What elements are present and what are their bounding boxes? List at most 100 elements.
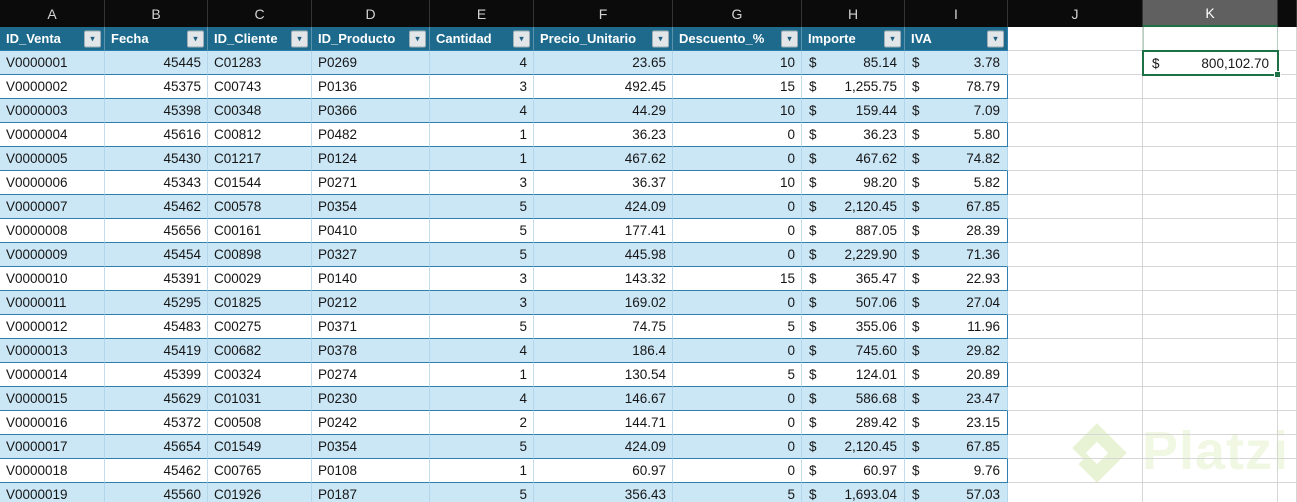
cell-G16[interactable]: 0 xyxy=(673,387,802,411)
empty-cell[interactable] xyxy=(1008,339,1143,363)
column-header-A[interactable]: A xyxy=(0,0,105,27)
cell-A16[interactable]: V0000015 xyxy=(0,387,105,411)
empty-cell[interactable] xyxy=(1143,27,1278,51)
cell-H12[interactable]: $507.06 xyxy=(802,291,905,315)
cell-F6[interactable]: 467.62 xyxy=(534,147,673,171)
cell-F16[interactable]: 146.67 xyxy=(534,387,673,411)
empty-cell[interactable] xyxy=(1278,75,1297,99)
filter-dropdown-icon[interactable]: ▾ xyxy=(84,30,101,47)
cell-H15[interactable]: $124.01 xyxy=(802,363,905,387)
cell-E15[interactable]: 1 xyxy=(430,363,534,387)
cell-B20[interactable]: 45560 xyxy=(105,483,208,502)
cell-D16[interactable]: P0230 xyxy=(312,387,430,411)
cell-A10[interactable]: V0000009 xyxy=(0,243,105,267)
header-cell-iva[interactable]: IVA ▾ xyxy=(905,27,1008,51)
empty-cell[interactable] xyxy=(1008,147,1143,171)
cell-H18[interactable]: $2,120.45 xyxy=(802,435,905,459)
cell-A4[interactable]: V0000003 xyxy=(0,99,105,123)
empty-cell[interactable] xyxy=(1278,339,1297,363)
cell-I8[interactable]: $67.85 xyxy=(905,195,1008,219)
cell-H7[interactable]: $98.20 xyxy=(802,171,905,195)
column-header-H[interactable]: H xyxy=(802,0,905,27)
cell-I2[interactable]: $3.78 xyxy=(905,51,1008,75)
cell-C17[interactable]: C00508 xyxy=(208,411,312,435)
header-cell-descuento_%[interactable]: Descuento_% ▾ xyxy=(673,27,802,51)
filter-dropdown-icon[interactable]: ▾ xyxy=(781,30,798,47)
cell-F17[interactable]: 144.71 xyxy=(534,411,673,435)
column-header-C[interactable]: C xyxy=(208,0,312,27)
cell-G13[interactable]: 5 xyxy=(673,315,802,339)
cell-I5[interactable]: $5.80 xyxy=(905,123,1008,147)
cell-D13[interactable]: P0371 xyxy=(312,315,430,339)
empty-cell[interactable] xyxy=(1008,99,1143,123)
cell-E10[interactable]: 5 xyxy=(430,243,534,267)
empty-cell[interactable] xyxy=(1278,171,1297,195)
cell-D10[interactable]: P0327 xyxy=(312,243,430,267)
cell-B7[interactable]: 45343 xyxy=(105,171,208,195)
cell-I11[interactable]: $22.93 xyxy=(905,267,1008,291)
cell-E20[interactable]: 5 xyxy=(430,483,534,502)
cell-I20[interactable]: $57.03 xyxy=(905,483,1008,502)
filter-dropdown-icon[interactable]: ▾ xyxy=(652,30,669,47)
cell-G9[interactable]: 0 xyxy=(673,219,802,243)
empty-cell[interactable] xyxy=(1008,171,1143,195)
empty-cell[interactable] xyxy=(1143,267,1278,291)
cell-B9[interactable]: 45656 xyxy=(105,219,208,243)
empty-cell[interactable] xyxy=(1278,27,1297,51)
empty-cell[interactable] xyxy=(1143,147,1278,171)
cell-I12[interactable]: $27.04 xyxy=(905,291,1008,315)
cell-H9[interactable]: $887.05 xyxy=(802,219,905,243)
cell-E11[interactable]: 3 xyxy=(430,267,534,291)
cell-H10[interactable]: $2,229.90 xyxy=(802,243,905,267)
cell-F5[interactable]: 36.23 xyxy=(534,123,673,147)
cell-A14[interactable]: V0000013 xyxy=(0,339,105,363)
cell-D11[interactable]: P0140 xyxy=(312,267,430,291)
cell-I14[interactable]: $29.82 xyxy=(905,339,1008,363)
cell-E9[interactable]: 5 xyxy=(430,219,534,243)
empty-cell[interactable] xyxy=(1143,291,1278,315)
cell-A5[interactable]: V0000004 xyxy=(0,123,105,147)
filter-dropdown-icon[interactable]: ▾ xyxy=(187,30,204,47)
cell-F8[interactable]: 424.09 xyxy=(534,195,673,219)
cell-A17[interactable]: V0000016 xyxy=(0,411,105,435)
cell-A15[interactable]: V0000014 xyxy=(0,363,105,387)
empty-cell[interactable] xyxy=(1143,99,1278,123)
cell-F20[interactable]: 356.43 xyxy=(534,483,673,502)
cell-C15[interactable]: C00324 xyxy=(208,363,312,387)
cell-H6[interactable]: $467.62 xyxy=(802,147,905,171)
column-header-J[interactable]: J xyxy=(1008,0,1143,27)
header-cell-id_cliente[interactable]: ID_Cliente ▾ xyxy=(208,27,312,51)
cell-F4[interactable]: 44.29 xyxy=(534,99,673,123)
header-cell-cantidad[interactable]: Cantidad ▾ xyxy=(430,27,534,51)
empty-cell[interactable] xyxy=(1278,195,1297,219)
empty-cell[interactable] xyxy=(1143,243,1278,267)
cell-G7[interactable]: 10 xyxy=(673,171,802,195)
cell-G2[interactable]: 10 xyxy=(673,51,802,75)
cell-B13[interactable]: 45483 xyxy=(105,315,208,339)
cell-A13[interactable]: V0000012 xyxy=(0,315,105,339)
cell-I17[interactable]: $23.15 xyxy=(905,411,1008,435)
cell-D17[interactable]: P0242 xyxy=(312,411,430,435)
cell-F13[interactable]: 74.75 xyxy=(534,315,673,339)
cell-G19[interactable]: 0 xyxy=(673,459,802,483)
cell-D8[interactable]: P0354 xyxy=(312,195,430,219)
empty-cell[interactable] xyxy=(1143,339,1278,363)
cell-F15[interactable]: 130.54 xyxy=(534,363,673,387)
cell-G6[interactable]: 0 xyxy=(673,147,802,171)
cell-C19[interactable]: C00765 xyxy=(208,459,312,483)
cell-I19[interactable]: $9.76 xyxy=(905,459,1008,483)
empty-cell[interactable] xyxy=(1278,387,1297,411)
cell-G5[interactable]: 0 xyxy=(673,123,802,147)
selected-cell[interactable]: $ 800,102.70 xyxy=(1142,50,1281,78)
cell-B8[interactable]: 45462 xyxy=(105,195,208,219)
cell-H19[interactable]: $60.97 xyxy=(802,459,905,483)
cell-A2[interactable]: V0000001 xyxy=(0,51,105,75)
cell-I16[interactable]: $23.47 xyxy=(905,387,1008,411)
cell-C6[interactable]: C01217 xyxy=(208,147,312,171)
empty-cell[interactable] xyxy=(1278,99,1297,123)
empty-cell[interactable] xyxy=(1278,219,1297,243)
cell-F7[interactable]: 36.37 xyxy=(534,171,673,195)
empty-cell[interactable] xyxy=(1278,291,1297,315)
cell-E18[interactable]: 5 xyxy=(430,435,534,459)
cell-F2[interactable]: 23.65 xyxy=(534,51,673,75)
